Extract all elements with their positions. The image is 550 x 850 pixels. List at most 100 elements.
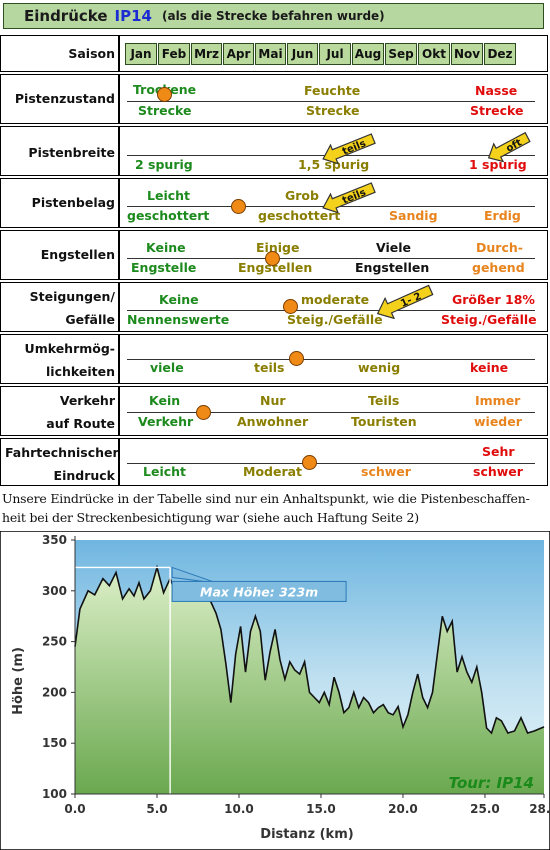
option-bottom: Strecke [470,103,524,118]
row-separator [118,283,120,331]
y-tick-label: 150 [42,736,67,750]
rating-marker [157,87,172,102]
month-mai: Mai [255,43,286,65]
row-pistenbreite: Pistenbreite 2 spurig 1,5 spurig 1 spuri… [0,126,548,176]
option-bottom: wieder [474,414,522,429]
row-separator [118,75,120,123]
chart-watermark: Tour: IP14 [449,774,534,792]
max-height-annotation: Max Höhe: 323m [200,584,318,599]
row-label-line1: Umkehrmög- [24,341,115,356]
annotation-box [171,580,347,602]
month-list: Jan Feb Mrz Apr Mai Jun Jul Aug Sep Okt … [125,43,516,65]
month-jul: Jul [319,43,351,65]
arrow-badge-icon: teils [322,182,376,213]
row-label-line2: Eindruck [53,468,115,483]
scale-line [127,359,535,360]
row-pistenbelag: Pistenbelag Leicht geschottert Grob gesc… [0,178,548,228]
row-label-engstellen: Engstellen [40,247,115,262]
option-label: 1 spurig [469,157,527,172]
option-bottom: Touristen [351,414,417,429]
note-line1: Unsere Eindrücke in der Tabelle sind nur… [2,491,530,506]
month-sep: Sep [385,43,417,65]
x-tick-label: 25.0 [470,802,500,816]
elevation-fill [75,567,544,794]
option-bottom: Steig./Gefälle [441,312,537,327]
month-jun: Jun [287,43,318,65]
option-bottom: gehend [472,260,525,275]
x-tick-label: 28.6 [529,802,550,816]
option-bottom: Engstelle [131,260,197,275]
option-top: Leicht [147,188,191,203]
scale-line [127,258,535,259]
row-label-fahrtechnik: Fahrtechnischer Eindruck [5,441,119,487]
row-separator [118,179,120,227]
option-label: viele [150,360,184,375]
arrow-label: 1- 2 [399,291,423,310]
row-umkehr: Umkehrmög- lichkeiten viele teils wenig … [0,334,548,384]
y-tick-label: 100 [42,787,67,801]
month-dez: Dez [484,43,516,65]
header-bar: Eindrücke IP14 (als die Strecke befahren… [3,3,544,29]
arrow-label: teils [341,187,368,206]
row-label-line1: Fahrtechnischer [5,445,119,460]
row-label-pistenbelag: Pistenbelag [31,195,115,210]
x-tick-label: 5.0 [146,802,167,816]
row-label-steigungen: Steigungen/ Gefälle [5,285,115,331]
option-top: Kein [149,393,181,408]
header-tour: IP14 [114,7,152,25]
row-separator [118,387,120,435]
option-bottom: Strecke [138,103,192,118]
note-line2: heit bei der Streckenbesichtigung war (s… [2,510,419,525]
rating-marker [302,455,317,470]
row-label-line2: auf Route [46,416,115,431]
row-verkehr: Verkehr auf Route Kein Verkehr Nur Anwoh… [0,386,548,436]
option-bottom: Verkehr [138,414,194,429]
row-separator [118,231,120,279]
rating-marker [231,199,246,214]
x-tick-label: 20.0 [388,802,418,816]
option-top: Durch- [476,240,523,255]
x-tick-label: 15.0 [306,802,336,816]
row-label-line1: Steigungen/ [29,289,115,304]
elevation-area [74,564,545,794]
option-label: keine [470,360,509,375]
arrow-badge-icon: oft [487,131,531,163]
row-label-pistenzustand: Pistenzustand [14,91,115,106]
option-top: Viele [376,240,411,255]
option-bottom: Engstellen [238,260,313,275]
option-bottom: Anwohner [237,414,309,429]
arrow-label: teils [341,138,368,157]
option-top: moderate [301,292,370,307]
option-top: Sehr [482,444,515,459]
scale-line [127,101,535,102]
y-tick-label: 200 [42,685,67,699]
header-subtitle: (als die Strecke befahren wurde) [161,9,385,23]
impressions-table: Saison Jan Feb Mrz Apr Mai Jun Jul Aug S… [0,35,548,486]
option-bottom: Leicht [143,464,187,479]
row-separator [118,36,120,71]
month-feb: Feb [158,43,190,65]
option-bottom: schwer [361,464,411,479]
option-label: 2 spurig [135,157,193,172]
option-bottom: Steig./Gefälle [287,312,383,327]
row-label-verkehr: Verkehr auf Route [5,389,115,435]
option-top: Größer 18% [452,292,535,307]
row-separator [118,127,120,175]
row-fahrtechnik: Fahrtechnischer Eindruck Leicht Moderat … [0,438,548,486]
option-bottom: geschottert [127,208,210,223]
option-top: Einige [256,240,300,255]
option-top: Teils [368,393,400,408]
option-label: wenig [358,360,401,375]
option-top: Immer [475,393,521,408]
option-top: Keine [146,240,186,255]
month-aug: Aug [352,43,384,65]
row-separator [118,439,120,485]
row-label-line2: lichkeiten [46,364,115,379]
scale-line [127,310,535,311]
elevation-line [74,564,545,735]
option-top: Grob [285,188,319,203]
month-apr: Apr [223,43,254,65]
month-mrz: Mrz [191,43,222,65]
